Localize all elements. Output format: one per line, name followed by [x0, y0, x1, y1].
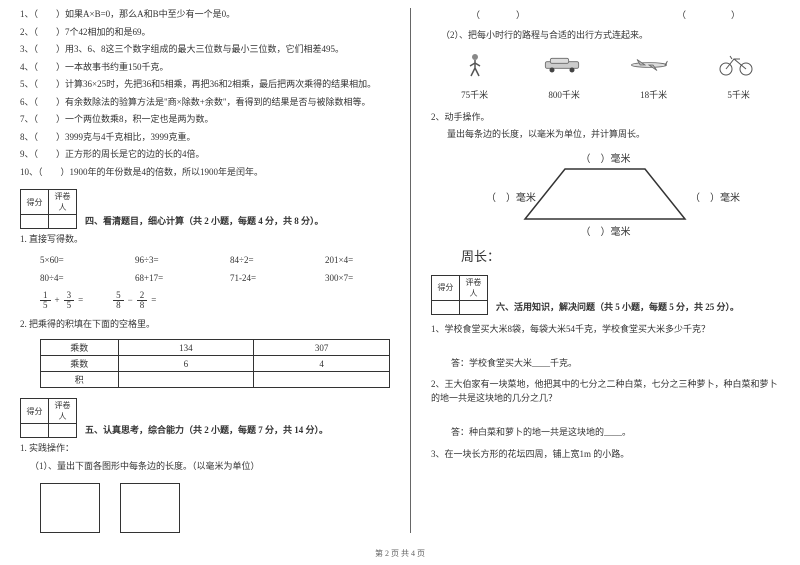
trapezoid-figure: （ ）毫米 （ ）毫米 （ ）毫米 （ ）毫米: [431, 154, 780, 234]
judge-q10: 10、（ ）1900年的年份数是4的倍数，所以1900年是闰年。: [20, 166, 390, 180]
rect-2: [120, 483, 180, 533]
judge-q2: 2、（ ）7个42相加的和是69。: [20, 26, 390, 40]
judge-q9: 9、（ ）正方形的周长是它的边的长的4倍。: [20, 148, 390, 162]
hands-2: 量出每条边的长度，以毫米为单位，并计算周长。: [447, 128, 780, 142]
sub-q1-title: 1. 直接写得数。: [20, 233, 390, 247]
walk-icon: [455, 53, 495, 78]
mm-right: （ ）毫米: [690, 189, 740, 204]
grader-label-6: 评卷人: [459, 275, 487, 300]
calc-4: 201×4=: [325, 255, 390, 265]
a6-2: 答：种白菜和萝卜的地一共是这块地的____。: [451, 425, 780, 439]
judge-q7: 7、（ ）一个两位数乘8，积一定也是两为数。: [20, 113, 390, 127]
pt-label2: 乘数: [41, 356, 119, 372]
judge-q6: 6、（ ）有余数除法的验算方法是"商×除数+余数"，看得到的结果是否与被除数相等…: [20, 96, 390, 110]
pt-label3: 积: [41, 372, 119, 388]
rect-1: [40, 483, 100, 533]
q6-3: 3、在一块长方形的花坛四周，铺上宽1m 的小路。: [431, 448, 780, 462]
calc-5: 80÷4=: [40, 273, 105, 283]
fraction-1a: 15: [40, 291, 51, 310]
mm-top: （ ）毫米: [580, 150, 630, 165]
judge-q8: 8、（ ）3999克与4千克相比，3999克重。: [20, 131, 390, 145]
calc-3: 84÷2=: [230, 255, 295, 265]
mm-bottom: （ ）毫米: [580, 223, 630, 238]
calc-row-1: 5×60= 96÷3= 84÷2= 201×4=: [40, 255, 390, 265]
connect-q: （2）、把每小时行的路程与合适的出行方式连起来。: [441, 29, 780, 43]
calc-2: 96÷3=: [135, 255, 200, 265]
transport-plane: [629, 53, 669, 78]
calc-6: 68+17=: [135, 273, 200, 283]
section-6-title: 六、活用知识，解决问题（共 5 小题，每题 5 分，共 25 分）。: [496, 300, 739, 315]
transport-labels: 75千米 800千米 18千米 5千米: [431, 88, 780, 101]
column-divider: [410, 8, 411, 533]
transport-label-3: 18千米: [640, 88, 667, 101]
score-label: 得分: [21, 190, 49, 215]
bike-icon: [716, 53, 756, 78]
score-table-6: 得分评卷人: [431, 275, 488, 315]
page-footer: 第 2 页 共 4 页: [0, 548, 800, 559]
pt-r1c2: 307: [254, 340, 390, 356]
transport-walk: [455, 53, 495, 78]
right-column: （ ） （ ） （2）、把每小时行的路程与合适的出行方式连起来。: [431, 8, 780, 533]
paren-row: （ ） （ ）: [431, 8, 780, 21]
pt-r2c1: 6: [118, 356, 254, 372]
score-table-5: 得分评卷人: [20, 398, 77, 438]
hands-1: 2、动手操作。: [431, 111, 780, 125]
transport-row: [431, 53, 780, 78]
left-column: 1、（ ）如果A×B=0，那么A和B中至少有一个是0。 2、（ ）7个42相加的…: [20, 8, 390, 533]
car-icon: [542, 53, 582, 78]
plane-icon: [629, 53, 669, 78]
a6-1: 答：学校食堂买大米____千克。: [451, 356, 780, 370]
trapezoid-svg: [515, 159, 695, 229]
transport-label-2: 800千米: [548, 88, 580, 101]
grader-label: 评卷人: [49, 190, 77, 215]
paren-left: （ ）: [471, 8, 525, 21]
practice-1: 1. 实践操作：: [20, 442, 390, 456]
rect-shapes: [40, 483, 390, 533]
grader-label-5: 评卷人: [49, 399, 77, 424]
calc-1: 5×60=: [40, 255, 105, 265]
calc-row-2: 80÷4= 68+17= 71-24= 300×7=: [40, 273, 390, 283]
pt-label1: 乘数: [41, 340, 119, 356]
mm-left: （ ）毫米: [486, 189, 536, 204]
transport-bike: [716, 53, 756, 78]
fraction-2a: 58: [113, 291, 124, 310]
calc-7: 71-24=: [230, 273, 295, 283]
transport-label-1: 75千米: [461, 88, 488, 101]
pt-r1c1: 134: [118, 340, 254, 356]
calc-8: 300×7=: [325, 273, 390, 283]
score-label-6: 得分: [431, 275, 459, 300]
pt-r2c2: 4: [254, 356, 390, 372]
section-4-title: 四、看清题目，细心计算（共 2 小题，每题 4 分，共 8 分）。: [85, 214, 324, 229]
section-5-title: 五、认真思考，综合能力（共 2 小题，每题 7 分，共 14 分）。: [85, 423, 328, 438]
fraction-row: 15 + 35 = 58 − 28 =: [40, 291, 390, 310]
transport-car: [542, 53, 582, 78]
fraction-2b: 28: [137, 291, 148, 310]
practice-1-sub: （1）、量出下面各图形中每条边的长度。（以毫米为单位）: [30, 460, 390, 474]
score-table-4: 得分评卷人: [20, 189, 77, 229]
q6-2: 2、王大伯家有一块菜地，他把其中的七分之二种白菜，七分之三种萝卜，种白菜和萝卜的…: [431, 378, 780, 405]
judge-q5: 5、（ ）计算36×25时，先把36和5相乘，再把36和2相乘，最后把两次乘得的…: [20, 78, 390, 92]
score-label-5: 得分: [21, 399, 49, 424]
fraction-1b: 35: [64, 291, 75, 310]
perimeter-label: 周长：: [461, 246, 780, 265]
paren-right: （ ）: [677, 8, 740, 21]
transport-label-4: 5千米: [727, 88, 750, 101]
sub-q2-title: 2. 把乘得的积填在下面的空格里。: [20, 318, 390, 332]
judge-q4: 4、（ ）一本故事书约重150千克。: [20, 61, 390, 75]
judge-q1: 1、（ ）如果A×B=0，那么A和B中至少有一个是0。: [20, 8, 390, 22]
judge-q3: 3、（ ）用3、6、8这三个数字组成的最大三位数与最小三位数，它们相差495。: [20, 43, 390, 57]
q6-1: 1、学校食堂买大米8袋，每袋大米54千克，学校食堂买大米多少千克？: [431, 323, 780, 337]
product-table: 乘数134307 乘数64 积: [40, 339, 390, 388]
